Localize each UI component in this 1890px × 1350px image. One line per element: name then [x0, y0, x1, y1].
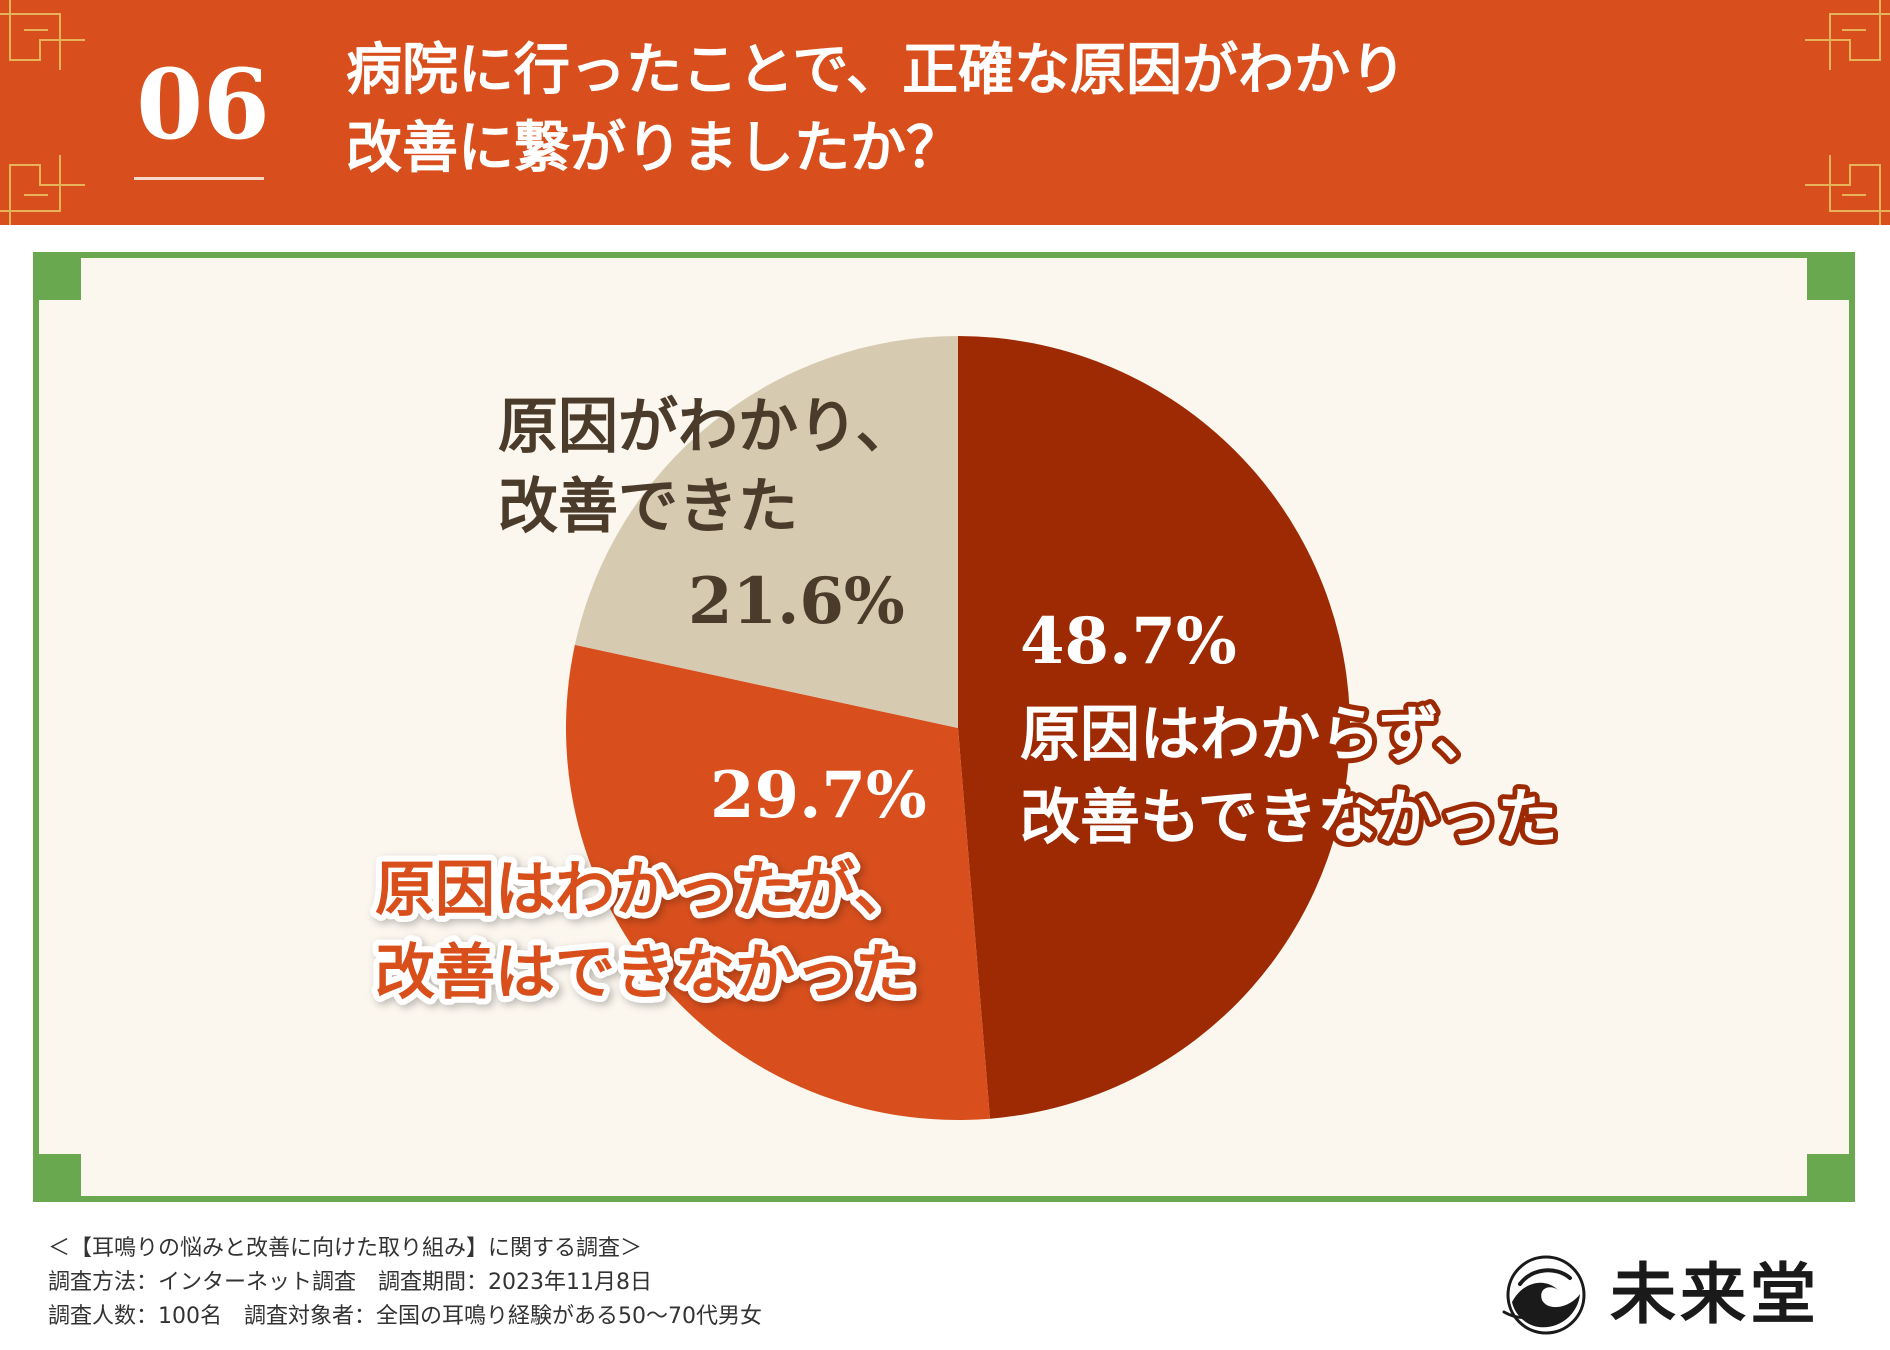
header-banner: 06 病院に行ったことで、正確な原因がわかり 改善に繋がりましたか？: [0, 0, 1890, 225]
slice-value-21-6: 21.6%: [688, 564, 905, 639]
footnote-line1: ＜【耳鳴りの悩みと改善に向けた取り組み】に関する調査＞: [48, 1236, 643, 1261]
pie-slice-2: [566, 644, 990, 1120]
right-corner-ornament-icon: [1805, 0, 1890, 225]
survey-footnote: ＜【耳鳴りの悩みと改善に向けた取り組み】に関する調査＞ 調査方法：インターネット…: [48, 1232, 762, 1334]
footnote-line3: 調査人数：100名 調査対象者：全国の耳鳴り経験がある50〜70代男女: [48, 1304, 762, 1329]
panel-corner-top-left: [39, 258, 81, 300]
left-corner-ornament-icon: [0, 0, 85, 225]
slice-label-3-line2: 改善できた: [498, 472, 798, 542]
slice-value-48-7: 48.7%: [1020, 604, 1237, 679]
question-title: 病院に行ったことで、正確な原因がわかり 改善に繋がりましたか？: [346, 32, 1646, 188]
slice-label-2-line2: 改善はできなかった: [375, 938, 915, 1008]
wave-emblem-icon: [1502, 1255, 1586, 1335]
footnote-line2: 調査方法：インターネット調査 調査期間：2023年11月8日: [48, 1270, 652, 1295]
question-title-line2: 改善に繋がりましたか？: [346, 116, 962, 181]
slice-label-1-line1: 原因はわからず、: [1020, 700, 1495, 770]
question-number: 06: [136, 48, 270, 161]
pie-slice-3: [574, 336, 958, 728]
slice-label-1-line2: 改善もできなかった: [1020, 783, 1558, 853]
pie-slices: [566, 336, 1350, 1120]
question-title-line1: 病院に行ったことで、正確な原因がわかり: [346, 38, 1407, 103]
pie-slice-1: [958, 336, 1350, 1119]
brand-logo: 未来堂: [1498, 1250, 1848, 1340]
slice-label-2-line1: 原因はわかったが、: [375, 855, 914, 925]
panel-corner-bottom-right: [1807, 1154, 1849, 1196]
slice-label-3-line1: 原因がわかり、: [498, 392, 916, 462]
panel-corner-top-right: [1807, 258, 1849, 300]
panel-corner-bottom-left: [39, 1154, 81, 1196]
brand-name: 未来堂: [1610, 1256, 1820, 1333]
slice-value-29-7: 29.7%: [710, 758, 927, 833]
question-number-underline: [134, 177, 264, 180]
